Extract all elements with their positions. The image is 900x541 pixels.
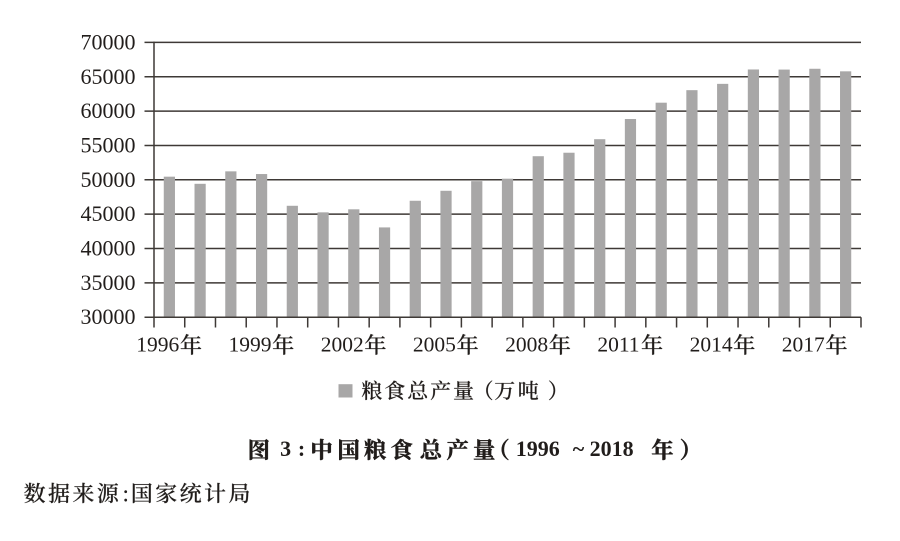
svg-text:1996: 1996 — [516, 436, 560, 461]
svg-text:45000: 45000 — [81, 201, 136, 226]
svg-text:50000: 50000 — [81, 167, 136, 192]
svg-text:2008: 2008 — [505, 333, 548, 357]
svg-text:3: 3 — [280, 436, 291, 461]
svg-text:~: ~ — [573, 436, 585, 461]
svg-text::: : — [122, 481, 129, 507]
svg-text:40000: 40000 — [81, 236, 136, 261]
svg-text:2014: 2014 — [690, 333, 733, 357]
svg-text:2018: 2018 — [590, 436, 634, 461]
svg-text:2002: 2002 — [321, 333, 364, 357]
svg-text:1996: 1996 — [136, 333, 179, 357]
svg-text:60000: 60000 — [81, 98, 136, 123]
svg-text:35000: 35000 — [81, 270, 136, 295]
svg-text:30000: 30000 — [81, 304, 136, 329]
svg-text:65000: 65000 — [81, 64, 136, 89]
svg-text:70000: 70000 — [81, 29, 136, 54]
svg-text:2011: 2011 — [597, 333, 639, 357]
svg-text::: : — [298, 436, 305, 461]
svg-text:55000: 55000 — [81, 132, 136, 157]
svg-text:2017: 2017 — [782, 333, 825, 357]
svg-text:2005: 2005 — [413, 333, 456, 357]
svg-text:1999: 1999 — [228, 333, 271, 357]
